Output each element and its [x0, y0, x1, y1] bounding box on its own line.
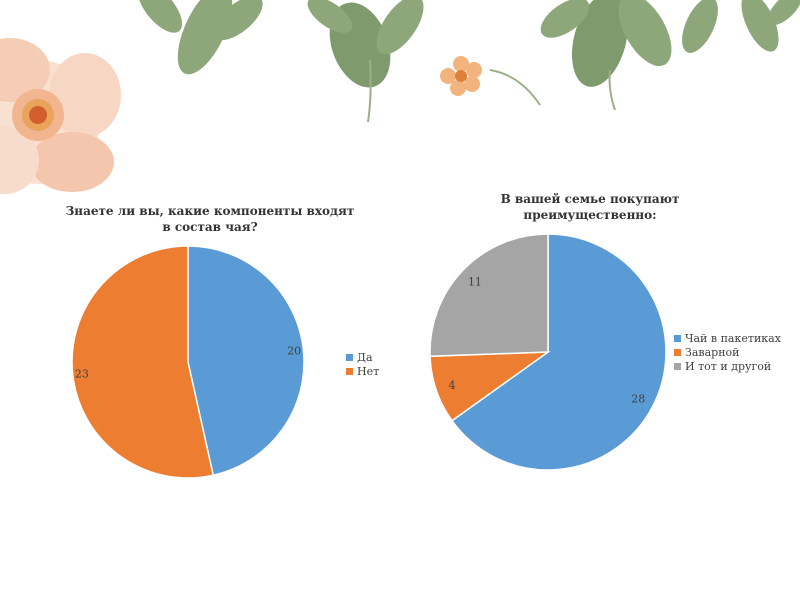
legend-item: И тот и другой — [674, 359, 781, 373]
chart-2-legend: Чай в пакетиках Заварной И тот и другой — [674, 331, 781, 373]
legend-swatch — [674, 348, 681, 356]
legend-swatch — [346, 367, 353, 375]
chart-1-legend: Да Нет — [346, 350, 379, 378]
floral-decoration — [0, 0, 800, 194]
chart-2-title-line-1: В вашей семье покупают — [500, 192, 680, 206]
stems-image — [367, 59, 616, 123]
pie-slice-3 — [429, 233, 549, 358]
chart-1-title-line-1: Знаете ли вы, какие компоненты входят — [65, 204, 355, 218]
data-label-1: 20 — [287, 344, 301, 357]
legend-item: Нет — [346, 364, 379, 378]
legend-label: Чай в пакетиках — [685, 331, 781, 345]
legend-item: Да — [346, 350, 379, 364]
pie-slice-1 — [450, 233, 667, 471]
chart-2-title: В вашей семье покупают преимущественно: — [470, 191, 710, 223]
data-label-3: 11 — [468, 276, 482, 289]
data-label-1: 28 — [631, 392, 645, 405]
legend-label: Нет — [357, 364, 380, 378]
peony-flower-image — [0, 38, 121, 194]
pie-chart-2: 28 4 11 — [429, 233, 667, 471]
leaves-image — [137, 0, 800, 88]
legend-label: Да — [357, 350, 373, 364]
legend-label: И тот и другой — [685, 359, 772, 373]
chart-2-title-line-2: преимущественно: — [523, 208, 657, 222]
data-label-2: 23 — [75, 368, 89, 381]
pie-slice-1 — [187, 245, 305, 477]
legend-label: Заварной — [685, 345, 740, 359]
pie-slice-2 — [71, 245, 215, 479]
legend-swatch — [674, 362, 681, 370]
legend-item: Чай в пакетиках — [674, 331, 781, 345]
legend-item: Заварной — [674, 345, 781, 359]
chart-1-title: Знаете ли вы, какие компоненты входят в … — [60, 203, 360, 235]
legend-swatch — [346, 353, 353, 361]
small-flower-image — [440, 56, 482, 96]
chart-1-title-line-2: в состав чая? — [162, 220, 258, 234]
legend-swatch — [674, 334, 681, 342]
data-label-2: 4 — [448, 379, 455, 392]
